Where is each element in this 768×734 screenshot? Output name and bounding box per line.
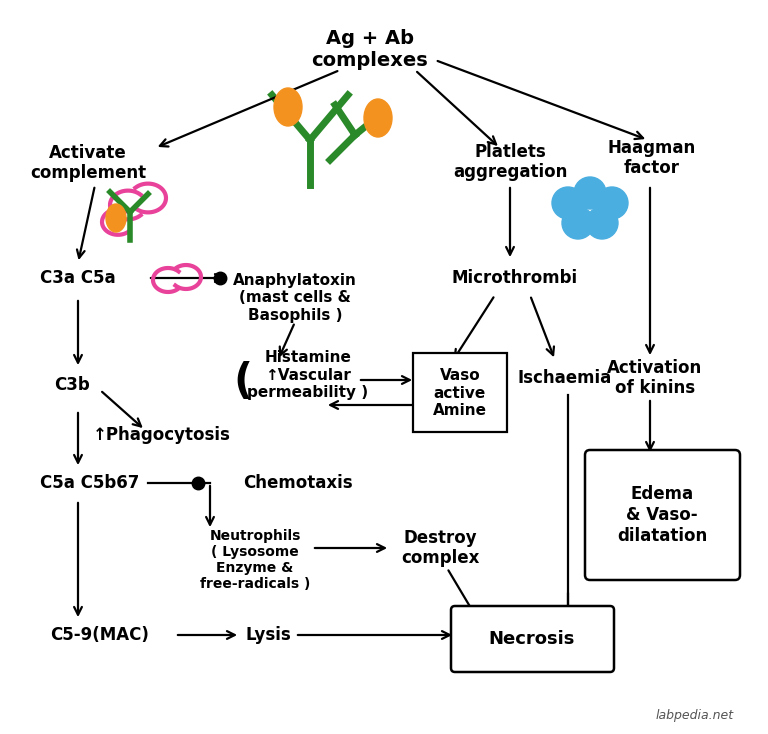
Ellipse shape bbox=[106, 204, 126, 232]
Text: Activate
complement: Activate complement bbox=[30, 144, 146, 183]
Text: Ag + Ab
complexes: Ag + Ab complexes bbox=[312, 29, 429, 70]
Text: Ischaemia: Ischaemia bbox=[518, 369, 612, 387]
Text: (: ( bbox=[233, 361, 253, 403]
Ellipse shape bbox=[364, 99, 392, 137]
Text: Destroy
complex: Destroy complex bbox=[401, 528, 479, 567]
FancyBboxPatch shape bbox=[413, 353, 507, 432]
Ellipse shape bbox=[596, 187, 628, 219]
Ellipse shape bbox=[562, 207, 594, 239]
Text: ↑Phagocytosis: ↑Phagocytosis bbox=[93, 426, 231, 444]
FancyBboxPatch shape bbox=[585, 450, 740, 580]
Text: Neutrophils
( Lysosome
Enzyme &
free-radicals ): Neutrophils ( Lysosome Enzyme & free-rad… bbox=[200, 528, 310, 592]
Text: Lysis: Lysis bbox=[245, 626, 291, 644]
Text: Microthrombi: Microthrombi bbox=[452, 269, 578, 287]
Text: C3a C5a: C3a C5a bbox=[40, 269, 116, 287]
Text: C5-9(MAC): C5-9(MAC) bbox=[51, 626, 150, 644]
Text: Platlets
aggregation: Platlets aggregation bbox=[453, 142, 568, 181]
Text: Necrosis: Necrosis bbox=[488, 630, 575, 648]
Text: Activation
of kinins: Activation of kinins bbox=[607, 359, 703, 397]
Text: Anaphylatoxin
(mast cells &
Basophils ): Anaphylatoxin (mast cells & Basophils ) bbox=[233, 273, 357, 323]
FancyBboxPatch shape bbox=[451, 606, 614, 672]
Ellipse shape bbox=[274, 88, 302, 126]
Ellipse shape bbox=[586, 207, 618, 239]
Text: Haagman
factor: Haagman factor bbox=[608, 139, 696, 178]
Text: Chemotaxis: Chemotaxis bbox=[243, 474, 353, 492]
Ellipse shape bbox=[574, 177, 606, 209]
Text: Histamine
↑Vascular
permeability ): Histamine ↑Vascular permeability ) bbox=[247, 350, 369, 400]
Ellipse shape bbox=[552, 187, 584, 219]
Text: C5a C5b67: C5a C5b67 bbox=[40, 474, 140, 492]
Text: Vaso
active
Amine: Vaso active Amine bbox=[433, 368, 487, 418]
Text: Edema
& Vaso-
dilatation: Edema & Vaso- dilatation bbox=[617, 485, 707, 545]
Text: C3b: C3b bbox=[54, 376, 90, 394]
Text: labpedia.net: labpedia.net bbox=[656, 708, 734, 722]
